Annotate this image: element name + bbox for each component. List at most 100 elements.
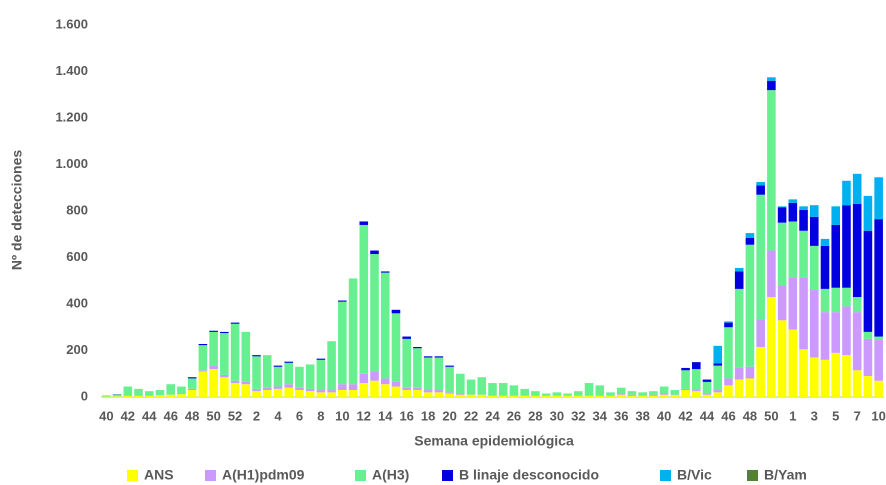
bar-segment xyxy=(756,194,765,320)
bar-segment xyxy=(187,388,197,391)
bar-segment xyxy=(295,390,304,397)
x-tick-label: 20 xyxy=(442,408,456,423)
bar-segment xyxy=(338,301,347,385)
bar-segment xyxy=(724,321,733,323)
x-tick-label: 10 xyxy=(335,408,349,423)
bar-segment xyxy=(434,356,444,358)
bar-segment xyxy=(359,383,369,397)
bar-segment xyxy=(327,341,336,391)
bar-segment xyxy=(713,390,723,393)
x-tick-label: 18 xyxy=(421,408,435,423)
x-tick-label: 30 xyxy=(550,408,564,423)
bar-segment xyxy=(831,312,841,353)
bar-segment xyxy=(724,327,733,379)
x-tick-label: 42 xyxy=(678,408,692,423)
bar-segment xyxy=(456,393,465,395)
bar-segment xyxy=(466,379,476,395)
bar-segment xyxy=(273,366,283,387)
bar-segment xyxy=(702,393,712,395)
bar-segment xyxy=(380,272,390,379)
bar-segment xyxy=(209,365,218,370)
bar-segment xyxy=(252,355,261,357)
x-tick-label: 40 xyxy=(657,408,671,423)
x-tick-label: 10 xyxy=(871,408,885,423)
bar-segment xyxy=(434,357,444,391)
bar-segment xyxy=(670,390,680,395)
x-tick-label: 22 xyxy=(464,408,478,423)
bar-segment xyxy=(531,395,540,397)
bar-segment xyxy=(767,250,776,298)
bar-segment xyxy=(659,394,669,397)
bar-segment xyxy=(638,392,647,396)
bar-segment xyxy=(402,338,411,388)
bar-segment xyxy=(230,323,240,381)
bar-segment xyxy=(552,395,562,397)
bar-segment xyxy=(155,390,165,396)
bar-segment xyxy=(413,348,422,388)
bar-segment xyxy=(745,237,755,245)
bar-segment xyxy=(820,238,830,246)
bar-segment xyxy=(627,395,637,397)
bar-segment xyxy=(734,267,744,272)
bar-segment xyxy=(423,356,433,358)
bar-segment xyxy=(230,322,240,324)
bar-segment xyxy=(831,224,841,288)
bar-segment xyxy=(842,355,851,397)
bar-segment xyxy=(316,392,326,397)
bar-segment xyxy=(134,388,143,396)
bar-segment xyxy=(370,250,379,255)
bar-segment xyxy=(466,394,476,397)
bar-segment xyxy=(230,380,240,384)
bar-segment xyxy=(702,379,712,382)
bar-segment xyxy=(627,394,637,396)
x-tick-label: 2 xyxy=(253,408,260,423)
bar-segment xyxy=(327,392,336,397)
x-tick-label: 5 xyxy=(832,408,839,423)
bar-segment xyxy=(338,390,347,397)
bar-segment xyxy=(874,336,883,341)
y-tick-label: 400 xyxy=(66,295,88,310)
bar-segment xyxy=(230,383,240,397)
bar-segment xyxy=(799,349,808,397)
legend-label: A(H1)pdm09 xyxy=(222,467,305,483)
bar-segment xyxy=(809,245,819,291)
bar-segment xyxy=(413,387,422,391)
legend-swatch xyxy=(127,470,138,481)
bar-segment xyxy=(852,204,862,298)
bar-segment xyxy=(220,333,229,375)
bar-segment xyxy=(370,254,379,372)
bar-segment xyxy=(477,394,487,397)
x-tick-label: 44 xyxy=(142,408,157,423)
bar-segment xyxy=(788,202,798,222)
y-tick-label: 1.400 xyxy=(55,63,88,78)
bar-segment xyxy=(456,373,465,394)
x-tick-label: 16 xyxy=(399,408,413,423)
bar-segment xyxy=(273,388,283,397)
legend-label: B linaje desconocido xyxy=(459,467,599,483)
bar-segment xyxy=(874,177,883,220)
bar-segment xyxy=(756,319,765,348)
bar-segment xyxy=(413,347,422,349)
bar-segment xyxy=(348,390,358,397)
bar-segment xyxy=(863,376,873,397)
bar-segment xyxy=(820,288,830,313)
bar-segment xyxy=(177,386,186,395)
bar-segment xyxy=(327,390,336,393)
bar-segment xyxy=(380,378,390,385)
x-tick-label: 12 xyxy=(357,408,371,423)
bar-segment xyxy=(305,391,315,397)
bar-segment xyxy=(220,377,229,397)
x-tick-label: 46 xyxy=(721,408,735,423)
bar-segment xyxy=(220,374,229,378)
bar-segment xyxy=(198,371,208,397)
bar-segment xyxy=(874,380,883,397)
bar-segment xyxy=(842,287,851,307)
bar-segment xyxy=(713,392,723,397)
legend-swatch xyxy=(205,470,216,481)
bar-segment xyxy=(734,288,744,368)
bar-segment xyxy=(584,395,594,397)
legend-label: ANS xyxy=(144,467,174,483)
bar-segment xyxy=(788,329,798,397)
bar-segment xyxy=(155,395,165,397)
bar-segment xyxy=(863,195,873,231)
